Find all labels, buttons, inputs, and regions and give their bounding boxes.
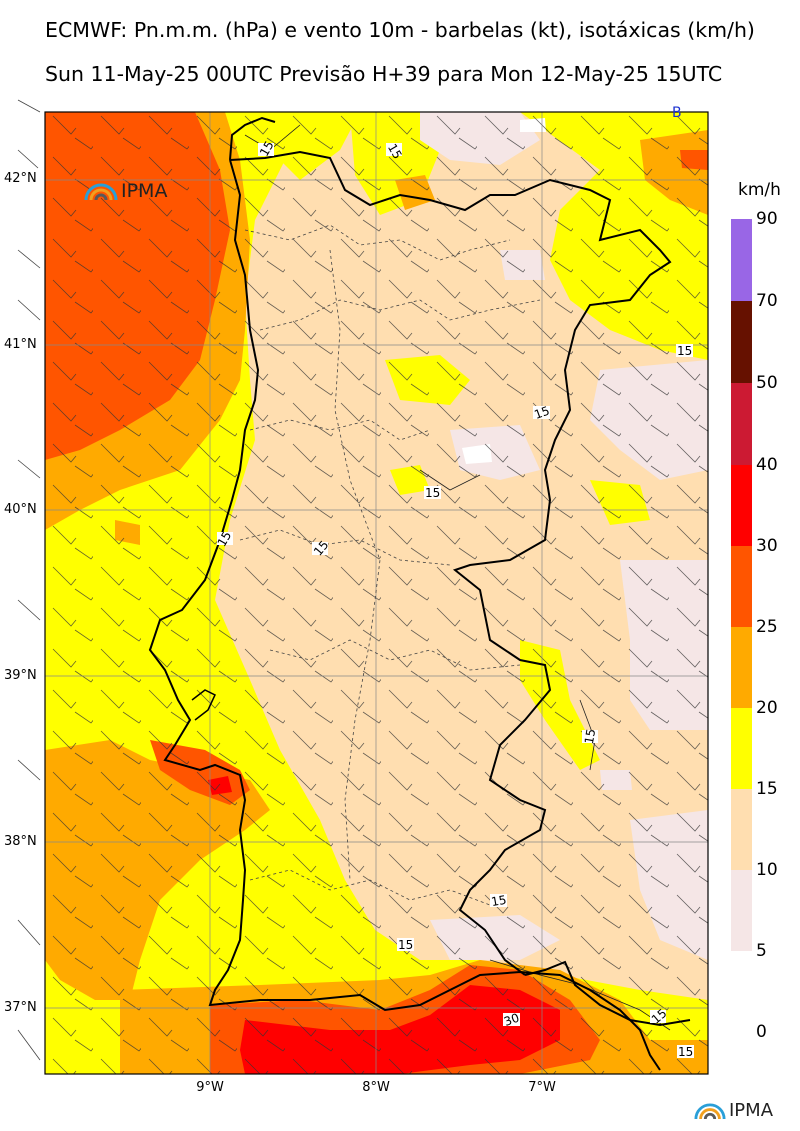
lon-label: 8°W xyxy=(362,1080,390,1095)
lon-label: 7°W xyxy=(528,1080,556,1095)
contour-label: 15 xyxy=(215,529,235,549)
contour-labels: 15 15 15 15 15 15 15 15 15 15 15 30 15 1… xyxy=(215,138,694,1059)
colorbar-level: 70 xyxy=(756,291,778,311)
ipma-footer-logo: IPMA xyxy=(694,1100,773,1121)
contour-label: 15 xyxy=(490,893,507,909)
lat-label: 41°N xyxy=(4,337,37,352)
contour-label: 15 xyxy=(532,404,551,422)
plot-frame xyxy=(44,111,709,1075)
margin-barbs xyxy=(17,99,41,1061)
colorbar-swatch xyxy=(731,219,752,301)
colorbar-swatch xyxy=(731,465,752,546)
contour-label: 15 xyxy=(385,141,405,161)
colorbar-level: 25 xyxy=(756,617,778,637)
ipma-footer-logo-text: IPMA xyxy=(729,1100,774,1121)
contour-label: 15 xyxy=(582,728,598,745)
contour-label: 30 xyxy=(502,1011,521,1029)
colorbar-swatch xyxy=(731,546,752,627)
lat-label: 42°N xyxy=(4,171,37,186)
contour-label: 15 xyxy=(678,1045,693,1059)
chart-title: ECMWF: Pn.m.m. (hPa) e vento 10m - barbe… xyxy=(45,18,755,42)
colorbar-swatch xyxy=(731,301,752,383)
colorbar-level: 10 xyxy=(756,860,778,880)
colorbar-level: 15 xyxy=(756,779,778,799)
chart-subtitle: Sun 11-May-25 00UTC Previsão H+39 para M… xyxy=(45,62,723,86)
colorbar-level: 40 xyxy=(756,455,778,475)
ipma-logo-text: IPMA xyxy=(121,180,168,202)
colorbar-swatch xyxy=(731,870,752,951)
wind-speed-fields xyxy=(45,112,708,1074)
contour-label: 15 xyxy=(398,938,413,952)
ipma-logo: IPMA xyxy=(84,180,167,202)
colorbar-level: 5 xyxy=(756,941,767,961)
contour-label: 15 xyxy=(677,344,692,358)
colorbar xyxy=(731,219,752,951)
contour-label: 15 xyxy=(425,486,440,500)
ipma-logo-icon xyxy=(694,1103,726,1120)
colorbar-level: 20 xyxy=(756,698,778,718)
colorbar-swatch xyxy=(731,708,752,789)
colorbar-unit: km/h xyxy=(738,180,781,200)
ipma-logo-icon xyxy=(84,183,118,201)
colorbar-level: 0 xyxy=(756,1022,767,1042)
colorbar-swatch xyxy=(731,789,752,870)
colorbar-swatch xyxy=(731,383,752,465)
lat-label: 38°N xyxy=(4,834,37,849)
pressure-marker: B xyxy=(672,105,682,121)
contour-label: 15 xyxy=(257,138,277,158)
colorbar-level: 90 xyxy=(756,209,778,229)
lon-label: 9°W xyxy=(196,1080,224,1095)
colorbar-level: 50 xyxy=(756,373,778,393)
lat-label: 40°N xyxy=(4,502,37,517)
lat-label: 37°N xyxy=(4,1000,37,1015)
lat-label: 39°N xyxy=(4,668,37,683)
colorbar-level: 30 xyxy=(756,536,778,556)
colorbar-swatch xyxy=(731,627,752,708)
